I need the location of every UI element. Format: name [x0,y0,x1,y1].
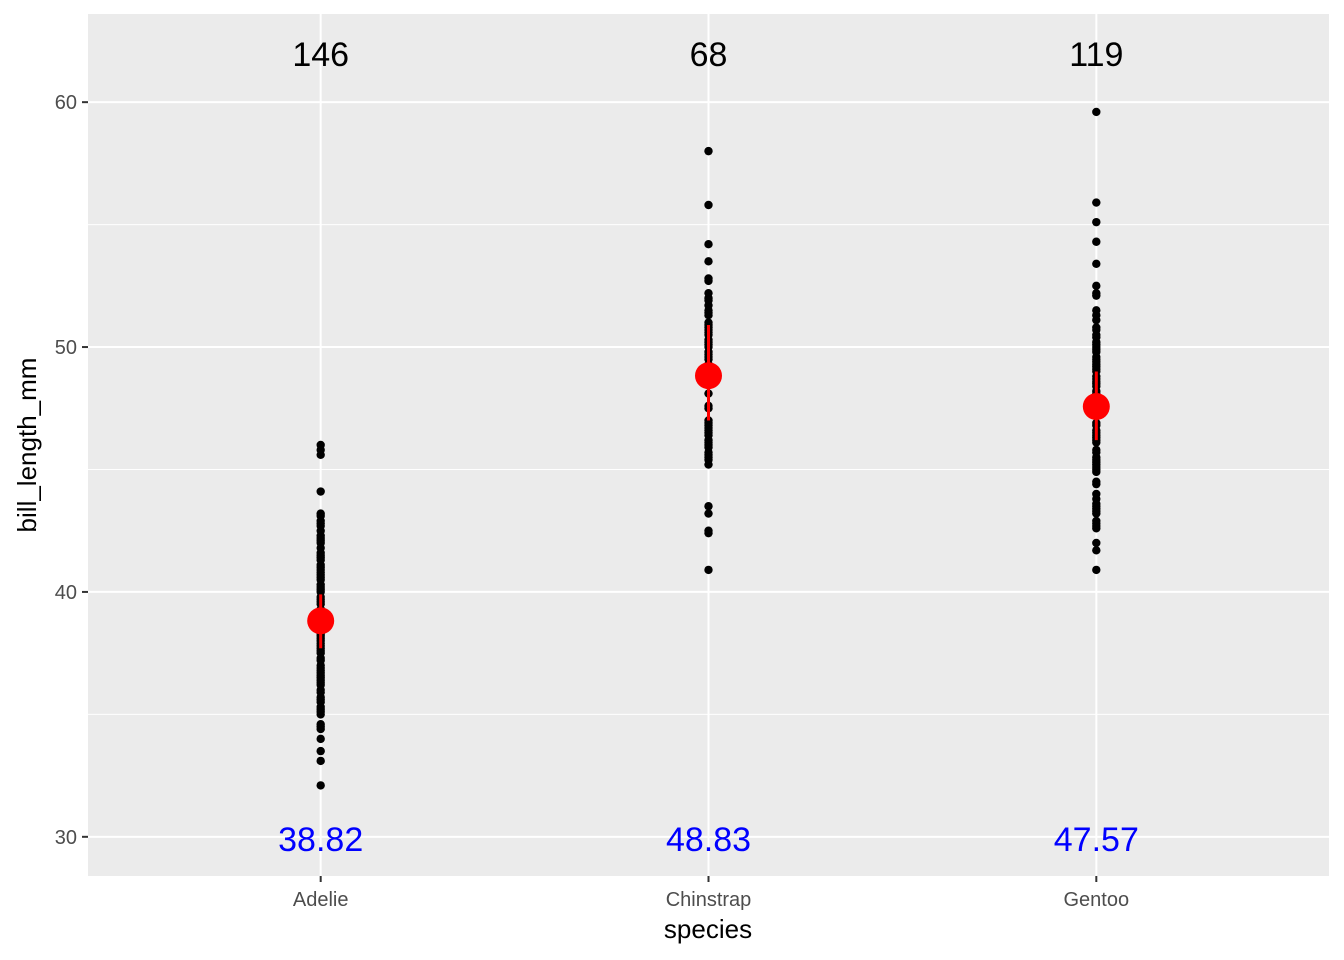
group-labels: 146 38.82 68 48.83 119 47.57 [278,36,1139,859]
data-point [1092,107,1101,117]
data-point [704,565,713,575]
data-point [316,756,325,766]
mean-label: 48.83 [666,821,751,859]
y-tick-label: 30 [55,827,77,849]
data-point [1092,538,1101,548]
data-point [316,781,325,790]
x-tick-label: Chinstrap [666,889,752,911]
data-point [1092,288,1101,298]
data-point [1092,306,1101,315]
y-axis-title: bill_length_mm [12,358,42,533]
count-label: 146 [292,36,349,74]
data-point [1092,281,1101,291]
data-point [704,509,713,518]
data-point [704,318,713,327]
axis-layer: 30 40 50 60 Adelie Chinstrap Gentoo [55,92,1129,911]
data-point [704,502,713,511]
data-point [1092,445,1101,455]
data-point [704,146,713,156]
data-point [316,746,325,756]
count-label: 68 [690,36,728,74]
data-point [1092,323,1101,332]
data-point [1092,516,1101,526]
data-point [316,509,325,518]
data-point [704,200,713,210]
data-point [1092,217,1101,227]
data-point [316,719,325,729]
y-tick-label: 40 [55,582,77,604]
mean-point [695,362,722,390]
data-point [1092,546,1101,555]
data-point [316,440,325,450]
data-point [1092,489,1101,499]
data-point [704,526,713,535]
mean-label: 38.82 [278,821,363,859]
summary-layer [307,325,1110,649]
data-point [1092,198,1101,207]
y-tick-label: 50 [55,337,77,359]
data-point [1092,565,1101,575]
data-point [704,257,713,266]
x-tick-label: Gentoo [1064,889,1130,911]
count-label: 119 [1069,36,1123,74]
mean-label: 47.57 [1054,821,1139,859]
x-axis-title: species [664,914,752,944]
x-tick-label: Adelie [293,889,349,911]
data-point [1092,477,1101,486]
data-point [1092,259,1101,268]
data-point [316,487,325,496]
data-point [704,274,713,283]
data-point [316,734,325,744]
y-tick-label: 60 [55,92,77,114]
data-point [704,239,713,249]
data-point [704,288,713,298]
mean-point [1082,393,1110,421]
data-point [1092,237,1101,246]
mean-point [307,607,335,635]
